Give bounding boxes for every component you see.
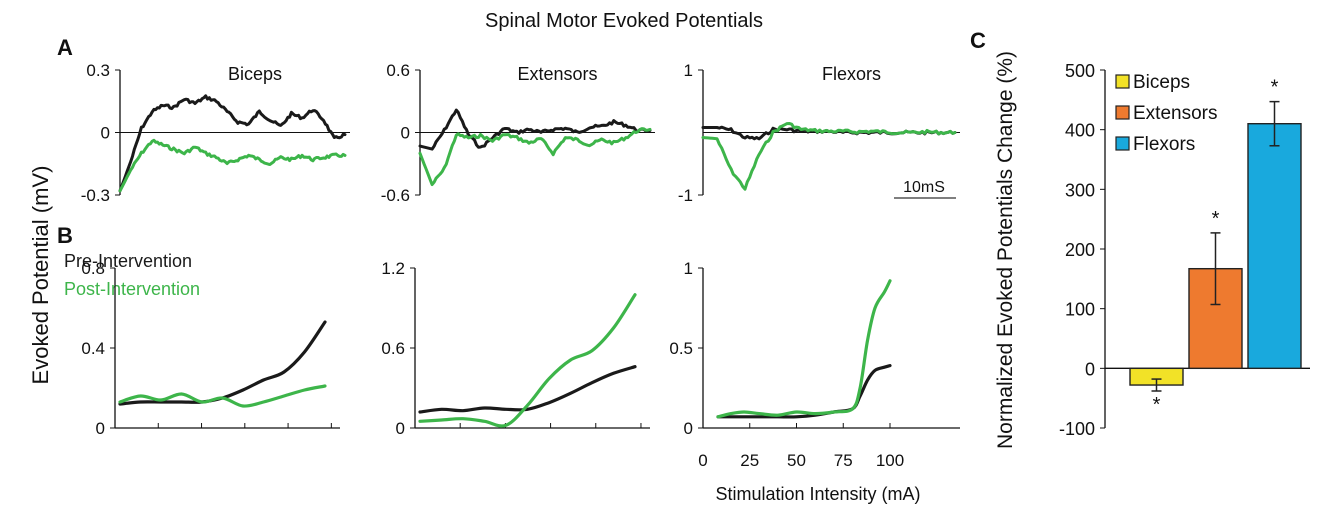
y-axis-title-c: Normalized Evoked Potentials Change (%)	[994, 51, 1017, 449]
legend-swatch-flexors	[1115, 136, 1130, 151]
y-tick-label: 0.5	[669, 339, 693, 358]
y-tick-label: 200	[1065, 240, 1095, 260]
subplot-a-biceps: Biceps 0.3 0 -0.3	[81, 61, 350, 205]
subplot-b-biceps: 0.8 0.4 0	[81, 259, 340, 438]
series-line-post-extensors	[418, 127, 652, 187]
panel-label-c: C	[970, 28, 986, 53]
y-tick-label: 1.2	[381, 259, 405, 278]
y-tick-label: 0	[96, 419, 105, 438]
x-tick-label: 25	[740, 451, 759, 470]
legend-post-label: Post-Intervention	[64, 279, 200, 299]
significance-marker-extensors: *	[1212, 208, 1220, 230]
significance-marker-flexors: *	[1271, 77, 1279, 99]
x-tick-label: 100	[876, 451, 904, 470]
x-tick-label: 50	[787, 451, 806, 470]
legend-label-biceps: Biceps	[1133, 72, 1190, 93]
panel-label-a: A	[57, 35, 73, 60]
y-tick-label: 0	[101, 124, 110, 143]
scale-bar-label: 10mS	[903, 179, 945, 196]
legend-pre-label: Pre-Intervention	[64, 251, 192, 271]
legend-swatch-biceps	[1115, 74, 1130, 89]
series-line-pre-extensors	[418, 108, 652, 151]
y-tick-label: 0	[1085, 359, 1095, 379]
y-axis-title-shared: Evoked Potential (mV)	[28, 166, 53, 385]
panel-label-b: B	[57, 223, 73, 248]
y-tick-label: 1	[684, 61, 693, 80]
subplot-title-extensors: Extensors	[517, 64, 597, 84]
series-line-pre-biceps	[118, 94, 347, 193]
y-tick-label: -0.3	[81, 186, 110, 205]
y-tick-label: 0	[684, 419, 693, 438]
series-line-post-flexors	[716, 279, 892, 419]
legend-label-flexors: Flexors	[1133, 134, 1195, 155]
subplot-b-extensors: 1.2 0.6 0	[381, 259, 650, 438]
plot-area: Biceps 0.3 0 -0.3 Extensors 0.6 0 -0.6 Flexors 1 -…	[81, 51, 1310, 470]
series-line-post-biceps	[118, 384, 327, 408]
y-tick-label: -0.6	[381, 186, 410, 205]
subplot-b-flexors: 1 0.5 00 25 50 75 100	[669, 259, 960, 470]
figure-title: Spinal Motor Evoked Potentials	[485, 10, 763, 32]
bar-flexors	[1247, 122, 1302, 370]
y-tick-label: 0.8	[81, 259, 105, 278]
subplot-a-extensors: Extensors 0.6 0 -0.6	[381, 61, 655, 205]
legend-label-extensors: Extensors	[1133, 103, 1217, 124]
y-tick-label: 500	[1065, 61, 1095, 81]
subplot-title-biceps: Biceps	[228, 64, 282, 84]
series-line-pre-extensors	[418, 365, 637, 414]
y-tick-label: 0.6	[386, 61, 410, 80]
x-axis-title-intensity: Stimulation Intensity (mA)	[715, 484, 920, 504]
subplot-a-flexors: Flexors 1 -1	[678, 61, 960, 205]
legend-swatch-extensors	[1115, 105, 1130, 120]
y-tick-label: -100	[1059, 419, 1095, 439]
series-line-post-flexors	[701, 122, 957, 191]
y-tick-label: -1	[678, 186, 693, 205]
y-tick-label: 0.4	[81, 339, 105, 358]
series-line-post-biceps	[118, 138, 347, 193]
y-tick-label: 0.6	[381, 339, 405, 358]
y-tick-label: 400	[1065, 121, 1095, 141]
subplot-title-flexors: Flexors	[822, 64, 881, 84]
series-line-post-extensors	[418, 293, 637, 428]
x-tick-label: 0	[698, 451, 707, 470]
y-tick-label: 1	[684, 259, 693, 278]
significance-marker-biceps: *	[1153, 394, 1161, 416]
y-tick-label: 300	[1065, 180, 1095, 200]
y-tick-label: 0	[396, 419, 405, 438]
subplot-c-bar-chart: 500 400 300 200 100 0 -100 Normalized Evoked Po…	[994, 51, 1310, 449]
y-tick-label: 100	[1065, 300, 1095, 320]
y-tick-label: 0.3	[86, 61, 110, 80]
y-tick-label: 0	[401, 124, 410, 143]
x-tick-label: 75	[834, 451, 853, 470]
